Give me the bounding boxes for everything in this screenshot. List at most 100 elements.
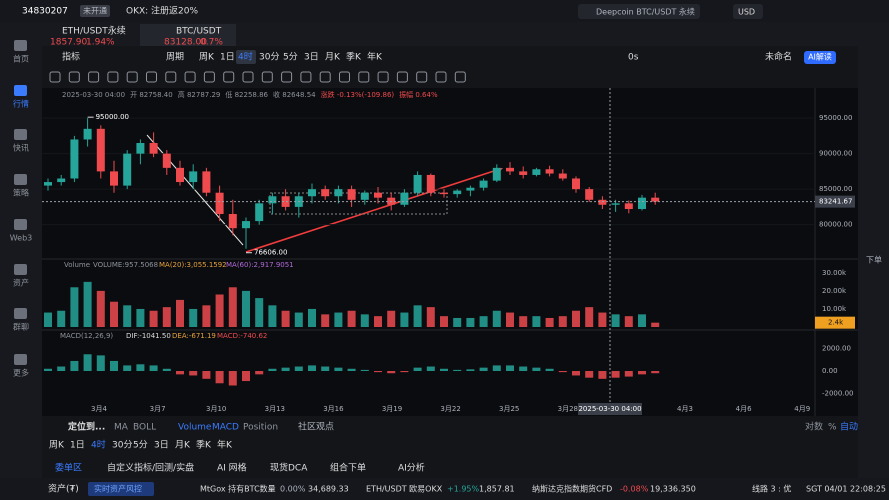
indicator-tab[interactable]: MA [114, 423, 129, 433]
draw-tool [49, 71, 61, 83]
ticker-value: 1,857.81 [479, 485, 515, 494]
macd-bar [545, 368, 554, 371]
candle-body [44, 182, 52, 186]
trend-line [146, 134, 244, 246]
indicator-tab[interactable]: BOLL [133, 423, 156, 433]
interval[interactable]: 年K [367, 51, 383, 63]
scale-option[interactable]: 自动 [840, 421, 858, 433]
ticker-name: MtGox 持有BTC数量 [200, 484, 276, 494]
interval[interactable]: 月K [325, 52, 341, 63]
status: 未开通 [83, 6, 107, 16]
interval[interactable]: 周K [199, 52, 215, 63]
macd-bar [189, 371, 198, 376]
macd-bar [598, 371, 607, 379]
volume-bar [281, 310, 290, 327]
currency-box[interactable] [733, 4, 763, 19]
tab-symbol[interactable]: ETH/USDT永续 [62, 25, 126, 37]
volume-bar [532, 316, 541, 327]
candle-body [70, 139, 79, 179]
volume-bar [334, 312, 343, 327]
interval[interactable]: 季K [196, 439, 212, 451]
account: 34830207 [22, 7, 68, 17]
panel-tab[interactable]: AI分析 [398, 462, 425, 474]
scale-option[interactable]: % [828, 423, 837, 433]
tab-symbol[interactable]: BTC/USDT [176, 27, 222, 37]
ticker-name: ETH/USDT 欧易OKX [366, 484, 443, 494]
interval[interactable]: 1日 [220, 52, 235, 63]
interval[interactable]: 季K [346, 51, 362, 63]
interval[interactable]: 30分 [259, 52, 279, 63]
candle-body [334, 189, 343, 197]
sidebar-item[interactable]: 群聊 [13, 322, 29, 332]
scale-option[interactable]: 对数 [805, 421, 823, 433]
macd-bar [611, 371, 620, 378]
interval[interactable]: 30分 [112, 440, 132, 451]
ohlc-header: 开 82758.40 [130, 91, 173, 99]
macd-bar [651, 371, 660, 374]
interval[interactable]: 3日 [154, 440, 169, 451]
macd-tick-label: 2000.00 [822, 345, 851, 353]
sidebar-item[interactable]: 更多 [13, 368, 29, 378]
panel-tab[interactable]: 组合下单 [330, 462, 366, 474]
draw-tool [396, 71, 408, 83]
sidebar-item[interactable]: Web3 [10, 234, 33, 243]
macd-bar [110, 360, 118, 371]
interval[interactable]: 1日 [70, 440, 85, 451]
sidebar-item[interactable]: 首页 [13, 54, 29, 64]
volume-bar [585, 307, 594, 327]
macd-bar [638, 371, 646, 375]
risk: 实时资产风控 [94, 484, 142, 494]
ohlc-header: 涨跌 -0.13%(-109.86) [321, 90, 395, 99]
currency[interactable]: USD [738, 8, 755, 17]
macd-bar [215, 371, 224, 384]
draw-tool [377, 71, 389, 83]
panel-tab[interactable]: AI 网格 [217, 462, 247, 474]
sidebar-item[interactable]: 快讯 [13, 143, 29, 153]
candle-body [374, 192, 382, 198]
panel-tab[interactable]: 委单区 [55, 462, 82, 474]
sidebar-item[interactable]: 资产 [13, 278, 29, 288]
interval[interactable]: 5分 [133, 440, 148, 451]
interval[interactable]: 4时 [91, 439, 106, 451]
volume-title: Volume [64, 261, 90, 269]
sidebar-icon [14, 264, 27, 275]
interval[interactable]: 3日 [304, 52, 319, 63]
candle-body [400, 192, 409, 205]
interval[interactable]: 周K [49, 440, 65, 451]
indicator-tab[interactable]: Volume [178, 423, 212, 433]
ai-button[interactable] [804, 51, 836, 64]
interval[interactable]: 月K [175, 440, 191, 451]
period-button[interactable]: 周期 [166, 52, 184, 63]
interval[interactable]: 5分 [283, 52, 298, 63]
macd-bar [453, 369, 462, 371]
indicator-button[interactable]: 指标 [62, 51, 80, 63]
macd-bar [400, 371, 409, 373]
volume-bar [347, 310, 356, 327]
volume-bar [162, 307, 171, 327]
ticker-change: 0.00% [280, 485, 306, 494]
macd-tick-label: 0.00 [822, 367, 838, 375]
macd-bar [123, 365, 132, 371]
volume-bar [255, 298, 264, 327]
indicator-tab[interactable]: MACD [212, 423, 239, 433]
sidebar-item[interactable]: 行情 [13, 99, 29, 109]
interval[interactable]: 4时 [238, 51, 253, 63]
price-annotation: 95000.00 [96, 113, 129, 121]
layout-name[interactable]: 未命名 [765, 51, 792, 63]
candle-body [255, 203, 264, 222]
interval[interactable]: 年K [217, 439, 233, 451]
panel-tab[interactable]: 现货DCA [270, 462, 308, 474]
ai-button-label[interactable]: AI解读 [808, 52, 832, 62]
panel-tab[interactable]: 自定义指标/回测/实盘 [107, 462, 194, 474]
search-box[interactable] [578, 4, 700, 19]
macd-bar [440, 368, 448, 371]
ohlc-header: 振幅 0.64% [399, 90, 438, 99]
macd-bar [281, 367, 290, 371]
sidebar-item[interactable]: 策略 [13, 188, 29, 198]
community[interactable]: 社区观点 [298, 421, 334, 433]
candle-body [96, 128, 105, 172]
locate[interactable]: 定位到... [67, 421, 105, 433]
indicator-tab[interactable]: Position [243, 423, 278, 433]
order-button[interactable]: 下单 [866, 255, 882, 265]
macd-bar [426, 366, 435, 371]
